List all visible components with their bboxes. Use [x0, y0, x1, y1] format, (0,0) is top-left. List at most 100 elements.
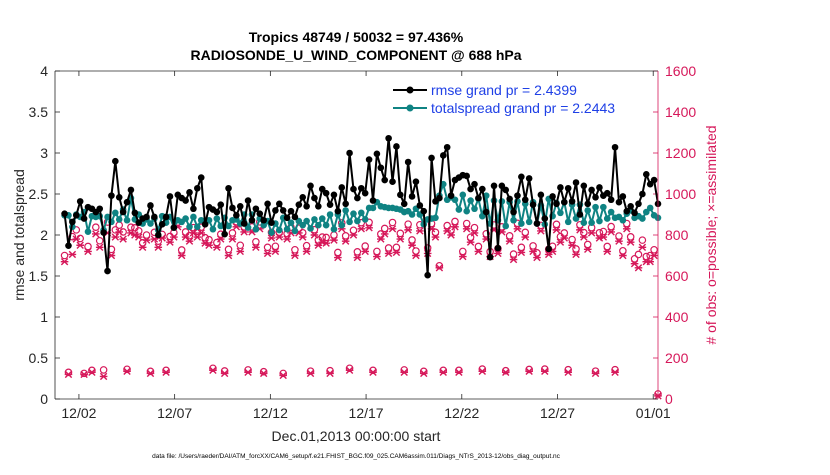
- obs-possible-marker: [334, 248, 342, 257]
- obs-assimilated-marker: [134, 233, 143, 241]
- rmse-point: [650, 176, 658, 184]
- y-right-tick-label: 600: [665, 268, 689, 284]
- rmse-point: [287, 207, 295, 215]
- rmse-point: [357, 184, 365, 192]
- obs-possible-marker: [568, 235, 576, 244]
- rmse-point: [354, 194, 361, 202]
- rmse-point: [557, 184, 564, 191]
- obs-assimilated-marker: [146, 369, 155, 378]
- obs-possible-marker: [138, 238, 147, 247]
- obs-possible-marker: [599, 227, 608, 236]
- obs-possible-marker: [525, 365, 533, 374]
- rmse-point: [506, 195, 513, 203]
- chart-title-line1: Tropics 48749 / 50032 = 97.436%: [249, 29, 464, 45]
- rmse-point: [545, 245, 552, 253]
- obs-assimilated-marker: [587, 229, 596, 237]
- rmse-point: [334, 207, 342, 215]
- rmse-point: [553, 200, 560, 208]
- rmse-point: [221, 230, 228, 238]
- rmse-point: [260, 216, 267, 224]
- obs-possible-marker: [127, 223, 135, 232]
- obs-assimilated-marker: [138, 243, 147, 251]
- rmse-point: [592, 193, 599, 201]
- obs-assimilated-marker: [224, 251, 233, 260]
- x-axis-label: Dec.01,2013 00:00:00 start: [272, 428, 441, 444]
- obs-assimilated-marker: [529, 247, 537, 256]
- obs-possible-marker: [455, 366, 463, 375]
- rmse-point: [72, 212, 80, 219]
- rmse-point: [194, 184, 201, 192]
- obs-possible-marker: [384, 244, 393, 252]
- rmse-point: [151, 213, 158, 221]
- obs-assimilated-marker: [263, 249, 272, 258]
- rmse-point: [369, 197, 377, 204]
- obs-assimilated-marker: [396, 235, 405, 243]
- obs-assimilated-marker: [447, 231, 455, 239]
- rmse-point: [233, 212, 240, 219]
- obs-possible-marker: [373, 247, 381, 256]
- rmse-point: [400, 200, 408, 208]
- obs-assimilated-marker: [330, 236, 338, 244]
- obs-assimilated-marker: [252, 243, 260, 251]
- tick-marks: [55, 70, 658, 400]
- rmse-point: [252, 205, 260, 213]
- tick-labels: 0 0.5 1 1.5 2 2.5 3 3.5 4 0 200 400 600 800 1000 1200 14…: [29, 63, 697, 421]
- obs-assimilated-marker: [416, 227, 424, 235]
- obs-possible-marker: [271, 242, 280, 251]
- obs-possible-marker: [650, 245, 658, 254]
- totalspread-point: [451, 196, 459, 204]
- rmse-point: [112, 157, 119, 165]
- rmse-point: [318, 185, 326, 193]
- totalspread-point: [642, 208, 650, 216]
- obs-possible-marker: [435, 261, 444, 270]
- obs-possible-marker: [95, 236, 104, 245]
- totalspread-point: [646, 204, 654, 212]
- obs-possible-marker: [404, 220, 412, 228]
- x-tick-label: 12/07: [157, 405, 192, 421]
- obs-possible-marker: [318, 233, 327, 241]
- obs-possible-marker: [607, 222, 615, 231]
- obs-possible-marker: [505, 232, 514, 240]
- obs-assimilated-marker: [611, 368, 619, 377]
- obs-assimilated-marker: [166, 238, 174, 246]
- totalspread-point: [557, 209, 564, 217]
- obs-assimilated-marker: [638, 243, 647, 251]
- obs-assimilated-marker: [431, 233, 440, 241]
- rmse-point: [119, 208, 127, 216]
- obs-possible-marker: [396, 229, 405, 238]
- obs-assimilated-marker: [622, 225, 631, 233]
- rmse-point: [127, 186, 135, 194]
- obs-possible-marker: [345, 364, 354, 373]
- obs-assimilated-marker: [580, 233, 588, 241]
- rmse-point: [295, 201, 303, 208]
- obs-assimilated-marker: [533, 253, 541, 262]
- rmse-point: [603, 189, 611, 197]
- obs-assimilated-marker: [115, 228, 124, 236]
- obs-assimilated-marker: [365, 224, 373, 232]
- obs-assimilated-marker: [111, 233, 120, 241]
- rmse-point: [521, 196, 529, 204]
- totalspread-point: [525, 218, 533, 226]
- rmse-point: [190, 205, 197, 213]
- totalspread-point: [603, 215, 611, 222]
- obs-possible-marker: [580, 228, 588, 237]
- obs-possible-marker: [353, 248, 362, 256]
- legend-spread-marker: [406, 104, 414, 112]
- obs-assimilated-marker: [505, 237, 514, 245]
- totalspread-point: [213, 215, 221, 222]
- obs-assimilated-marker: [88, 368, 96, 377]
- obs-assimilated-marker: [466, 238, 475, 246]
- totalspread-point: [182, 215, 189, 222]
- rmse-point: [361, 189, 369, 197]
- totalspread-point: [115, 216, 123, 223]
- obs-assimilated-marker: [513, 225, 522, 233]
- obs-assimilated-marker: [400, 368, 409, 377]
- obs-possible-marker: [88, 366, 96, 375]
- rmse-point: [537, 191, 545, 199]
- obs-assimilated-marker: [650, 251, 658, 260]
- rmse-point: [330, 191, 338, 199]
- obs-assimilated-marker: [228, 235, 237, 243]
- rmse-point: [568, 198, 576, 205]
- rmse-point: [471, 180, 478, 188]
- obs-possible-marker: [560, 229, 569, 237]
